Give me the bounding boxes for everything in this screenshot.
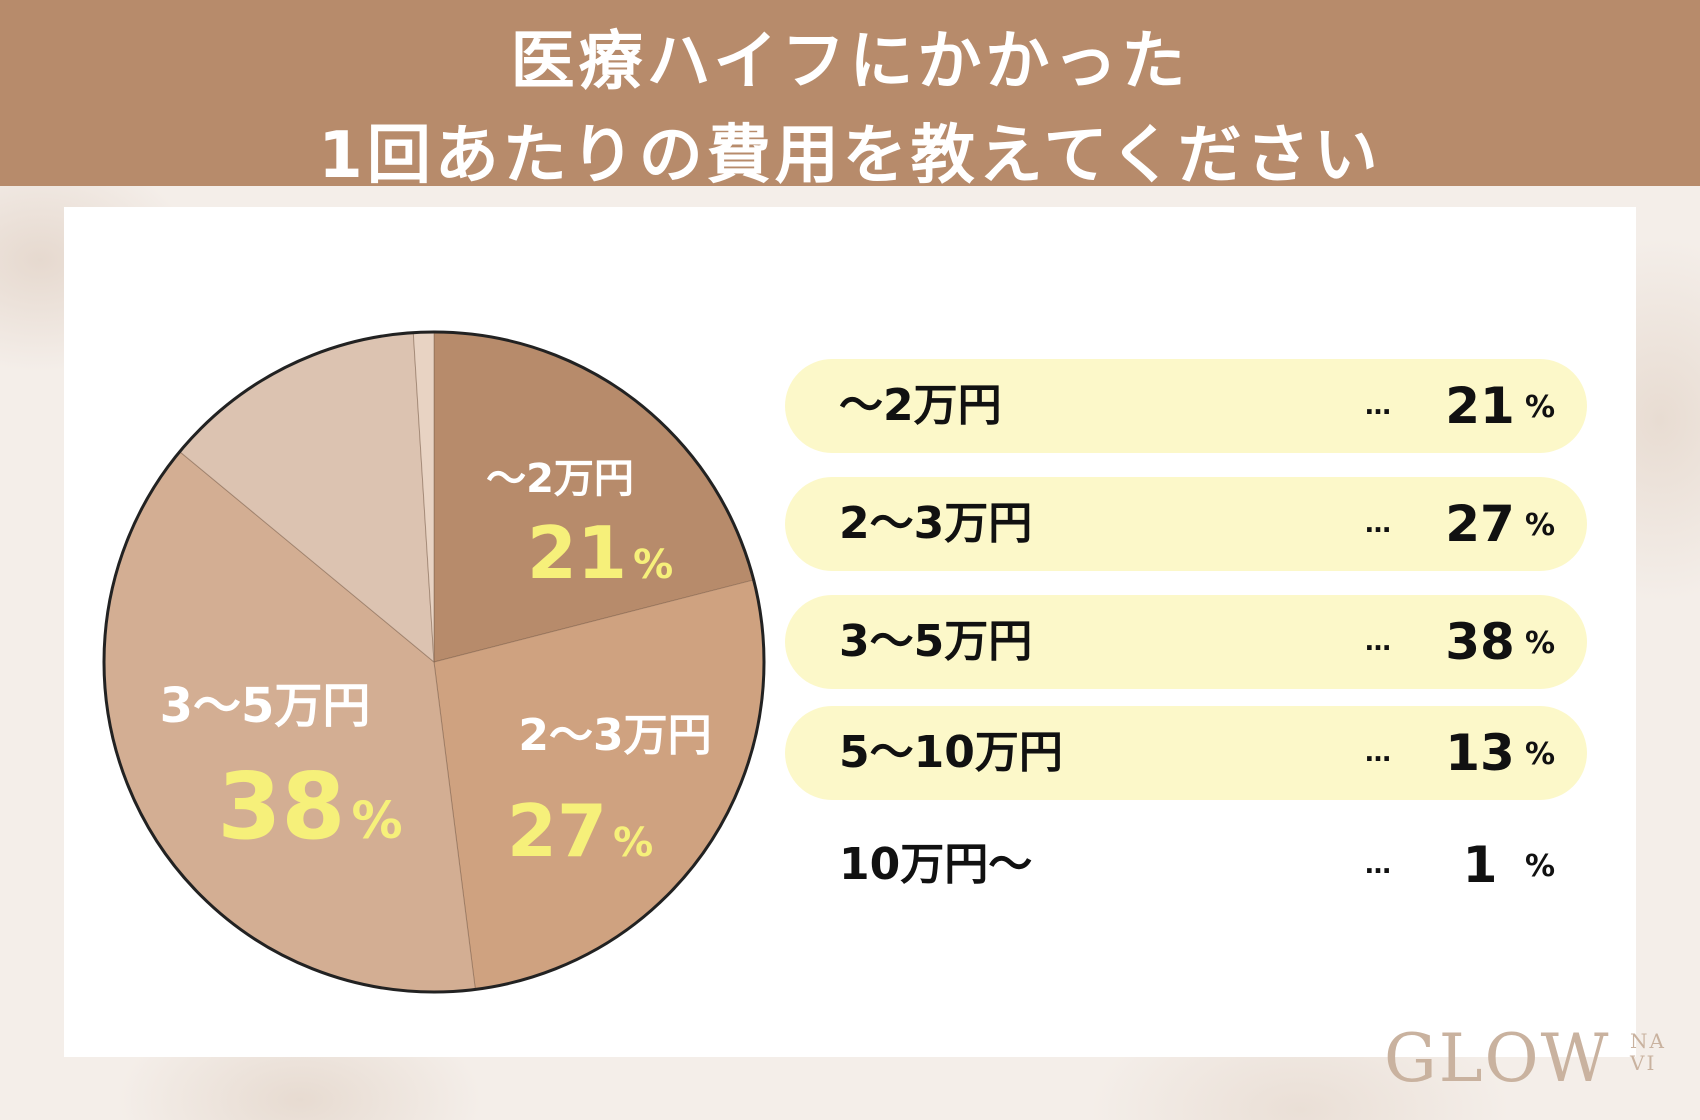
legend-percent: % (1525, 390, 1556, 425)
legend-dots: … (1365, 391, 1391, 421)
legend-value: 21 (1445, 377, 1515, 435)
logo-wordmark: GLOW (1384, 1020, 1611, 1097)
legend-value: 38 (1445, 613, 1515, 671)
legend-label: 2〜3万円 (839, 498, 1033, 549)
title-line-1: 医療ハイフにかかった (510, 25, 1190, 99)
title-line-2: 1回あたりの費用を教えてください (318, 119, 1382, 193)
legend-dots: … (1365, 627, 1391, 657)
legend-percent: % (1525, 737, 1556, 772)
title-banner: 医療ハイフにかかった 1回あたりの費用を教えてください (0, 0, 1700, 193)
legend-value: 1 (1462, 836, 1498, 894)
legend-dots: … (1365, 509, 1391, 539)
pie-slice-value: 27% (507, 789, 653, 873)
pie-slice-label: 2〜3万円 (518, 710, 711, 761)
pie-labels: 〜2万円 21 % 2〜3万円 27 % 3〜5万円 38% (160, 456, 712, 873)
legend-label: 5〜10万円 (839, 727, 1063, 778)
legend-row: 〜2万円 … 21 % (785, 359, 1587, 453)
legend-percent: % (1525, 508, 1556, 543)
pie-outline (102, 330, 766, 994)
legend-label: 10万円〜 (839, 839, 1033, 890)
legend-value: 27 (1445, 495, 1515, 553)
legend-row: 10万円〜 … 1 % (785, 818, 1587, 912)
pie-slice-label: 3〜5万円 (160, 678, 371, 734)
legend-percent: % (1525, 626, 1556, 661)
legend-row: 3〜5万円 … 38 % (785, 595, 1587, 689)
legend-percent: % (1525, 849, 1556, 884)
logo-small-text: NA VI (1630, 1029, 1666, 1075)
pie-slice-value: 21% (527, 511, 673, 595)
pie-slice-label: 〜2万円 (486, 456, 634, 502)
legend-dots: … (1365, 738, 1391, 768)
legend-row: 2〜3万円 … 27 % (785, 477, 1587, 571)
legend-row: 5〜10万円 … 13 % (785, 706, 1587, 800)
legend-label: 3〜5万円 (839, 616, 1033, 667)
legend-label: 〜2万円 (839, 380, 1002, 431)
pie-slices (103, 331, 765, 993)
pie-slice-value: 38% (217, 753, 402, 860)
legend-dots: … (1365, 850, 1391, 880)
legend-value: 13 (1445, 724, 1515, 782)
